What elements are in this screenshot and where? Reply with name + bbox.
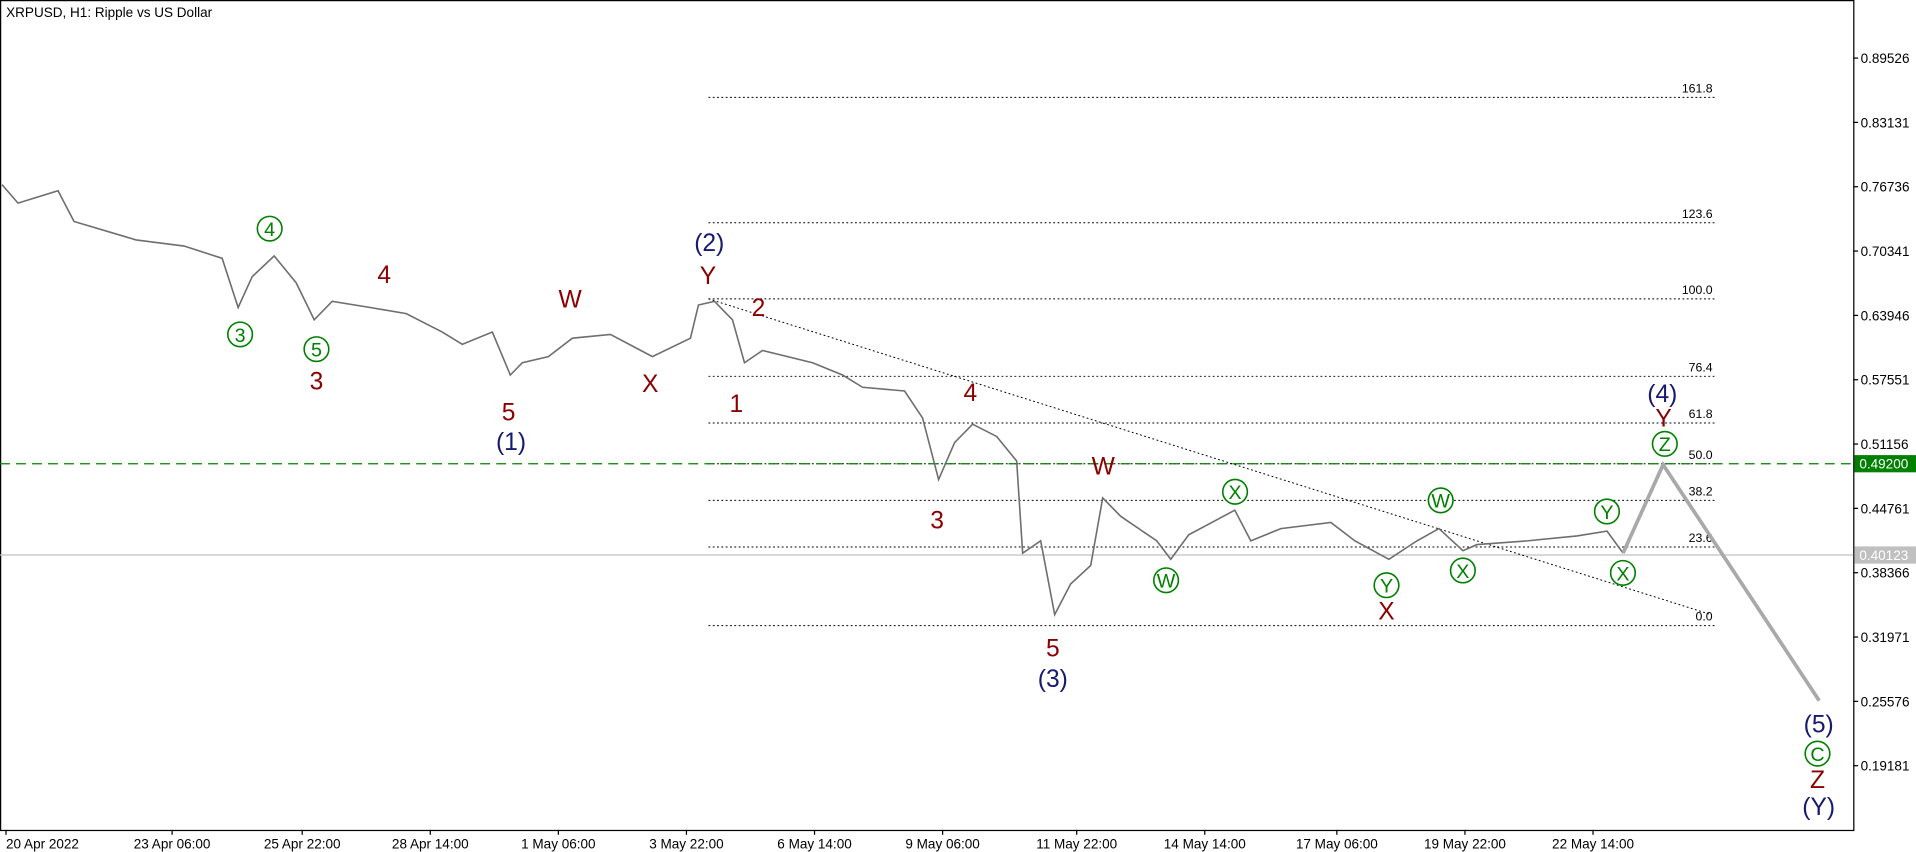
x-tick-label: 11 May 22:00: [1036, 836, 1117, 851]
wave-circle: [1651, 430, 1678, 457]
wave-label: X: [1228, 482, 1241, 504]
plot-frame: [0, 0, 1855, 832]
x-tick-label: 20 Apr 2022: [6, 836, 79, 851]
wave-label: (1): [496, 429, 526, 456]
wave-label: Y: [1600, 502, 1613, 524]
wave-label: (4): [1647, 381, 1677, 408]
wave-label: (3): [1038, 666, 1068, 693]
projection: [1621, 460, 1821, 702]
x-tick-label: 1 May 06:00: [521, 836, 595, 851]
wave-circle: [256, 215, 283, 242]
x-tick-label: 23 Apr 06:00: [134, 836, 211, 851]
price-label: 0.40123: [1859, 548, 1908, 563]
wave-label: C: [1810, 744, 1824, 766]
price-label: 0.49200: [1859, 457, 1908, 472]
wave-label: W: [1157, 571, 1176, 593]
fib-label: 50.0: [1689, 448, 1713, 462]
fib-label: 0.0: [1696, 610, 1713, 624]
wave-label: Z: [1810, 767, 1825, 794]
wave-circle: [1221, 478, 1249, 505]
y-tick-label: 0.44761: [1861, 501, 1910, 516]
wave-circle: [303, 336, 330, 363]
wave-label: Y: [1380, 576, 1393, 598]
wave-label: 3: [930, 508, 944, 535]
wave-label: W: [1431, 491, 1450, 513]
wave-label: 4: [963, 380, 977, 407]
fib-label: 76.4: [1689, 360, 1713, 374]
fib-label: 123.6: [1682, 207, 1713, 221]
fib-label: 61.8: [1689, 407, 1713, 421]
price-line-series: [1, 184, 1624, 618]
fib-label: 23.6: [1689, 531, 1713, 545]
wave-label: 2: [752, 295, 766, 322]
y-tick-label: 0.89526: [1861, 51, 1910, 66]
price-label-box: [1854, 546, 1916, 564]
price-label-box: [1854, 455, 1916, 473]
wave-label: X: [1616, 563, 1629, 585]
x-tick-label: 28 Apr 14:00: [392, 836, 469, 851]
y-tick-label: 0.38366: [1861, 566, 1910, 581]
x-tick-label: 17 May 06:00: [1296, 836, 1378, 851]
y-tick-label: 0.51156: [1861, 437, 1909, 452]
wave-circle: [1593, 498, 1621, 525]
chart-title: XRPUSD, H1: Ripple vs US Dollar: [6, 5, 212, 20]
wave-label: X: [1378, 599, 1394, 626]
wave-label: X: [1456, 561, 1469, 583]
wave-circle: [1427, 487, 1454, 514]
wave-label: W: [559, 286, 583, 313]
wave-circle: [1449, 557, 1476, 584]
wave-label: Z: [1659, 434, 1671, 456]
x-tick-label: 6 May 14:00: [777, 836, 851, 851]
y-tick-label: 0.31971: [1861, 630, 1910, 645]
y-tick-label: 0.70341: [1861, 244, 1910, 259]
wave-label: 3: [235, 325, 246, 347]
fib-label: 38.2: [1689, 484, 1713, 498]
x-tick-label: 3 May 22:00: [649, 836, 723, 851]
wave-label: 3: [310, 369, 324, 396]
wave-circle: [227, 321, 254, 348]
y-tick-label: 0.63946: [1861, 308, 1910, 323]
x-tick-label: 22 May 14:00: [1552, 836, 1634, 851]
wave-label: 5: [311, 340, 322, 362]
trendline: [708, 298, 1712, 616]
wave-label: Y: [1655, 406, 1671, 433]
wave-label: 4: [377, 262, 391, 289]
wave-circle: [1609, 559, 1637, 587]
wave-label: (Y): [1802, 794, 1835, 821]
wave-circle: [1804, 740, 1831, 767]
y-tick-label: 0.76736: [1861, 180, 1910, 195]
wave-label: (5): [1804, 712, 1834, 739]
x-tick-label: 9 May 06:00: [905, 836, 979, 851]
y-tick-label: 0.83131: [1861, 115, 1910, 130]
y-tick-label: 0.25576: [1861, 694, 1910, 709]
wave-label: 5: [1046, 636, 1060, 663]
wave-label: 4: [264, 219, 275, 241]
wave-circle: [1373, 572, 1400, 599]
y-tick-label: 0.57551: [1861, 373, 1910, 388]
wave-label: X: [642, 371, 658, 398]
wave-label: 1: [730, 391, 744, 418]
x-tick-label: 19 May 22:00: [1424, 836, 1506, 851]
wave-label: W: [1092, 454, 1116, 481]
fib-label: 100.0: [1682, 283, 1713, 297]
x-tick-label: 14 May 14:00: [1164, 836, 1246, 851]
wave-circle: [1152, 567, 1180, 594]
wave-label: (2): [694, 230, 724, 257]
wave-label: 5: [502, 399, 516, 426]
y-tick-label: 0.19181: [1861, 759, 1910, 774]
wave-label: Y: [700, 263, 716, 290]
fib-label: 161.8: [1682, 81, 1713, 95]
x-tick-label: 25 Apr 22:00: [264, 836, 341, 851]
